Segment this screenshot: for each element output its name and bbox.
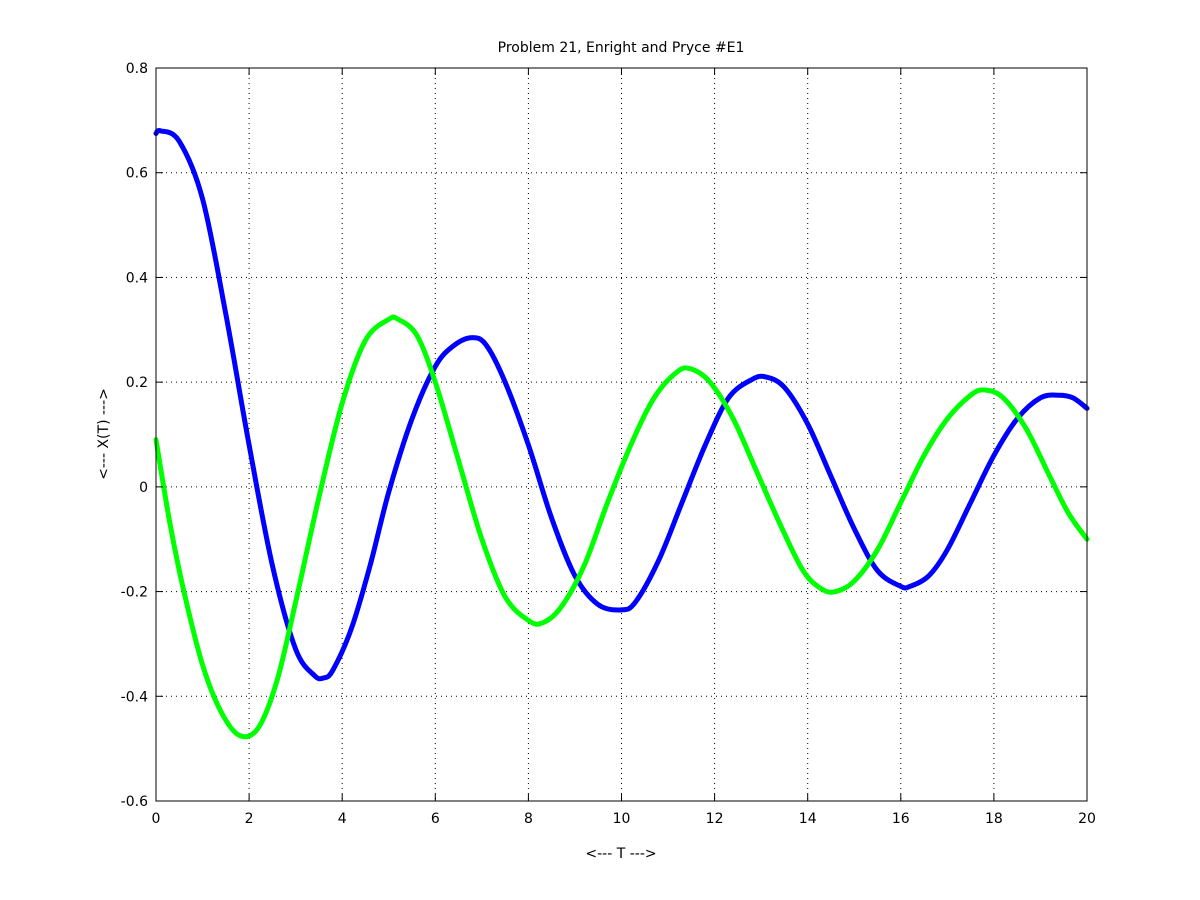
x-tick-label: 2: [245, 811, 254, 827]
series-group: [153, 128, 1090, 740]
x-tick-label: 18: [985, 811, 1003, 827]
y-axis-label: <--- X(T) --->: [96, 388, 112, 480]
y-tick-label: 0: [139, 480, 148, 496]
series-line-green: [153, 314, 1090, 740]
grid: [156, 68, 1087, 801]
x-tick-label: 14: [799, 811, 817, 827]
x-tick-label: 4: [338, 811, 347, 827]
chart-title: Problem 21, Enright and Pryce #E1: [498, 40, 745, 56]
x-tick-label: 6: [431, 811, 440, 827]
tick-labels: 0 2 4 6 8 10 12 14 16 18 20 -0.6 -0.4 -0.2 0 0.2 0.4 0.6 0…: [121, 61, 1096, 827]
y-tick-label: 0.8: [126, 61, 148, 77]
y-tick-label: -0.4: [121, 689, 148, 705]
y-tick-label: 0.2: [126, 375, 148, 391]
ticks: [155, 67, 1088, 802]
y-tick-label: 0.4: [126, 270, 148, 286]
y-tick-label: -0.2: [121, 585, 148, 601]
x-tick-label: 16: [892, 811, 910, 827]
series-line-blue: [153, 128, 1090, 682]
x-tick-label: 20: [1078, 811, 1096, 827]
x-tick-label: 8: [524, 811, 533, 827]
x-axis-label: <--- T --->: [585, 846, 656, 862]
x-tick-label: 0: [152, 811, 161, 827]
x-tick-label: 12: [706, 811, 724, 827]
x-tick-label: 10: [613, 811, 631, 827]
y-tick-label: -0.6: [121, 794, 148, 810]
y-tick-label: 0.6: [126, 166, 148, 182]
